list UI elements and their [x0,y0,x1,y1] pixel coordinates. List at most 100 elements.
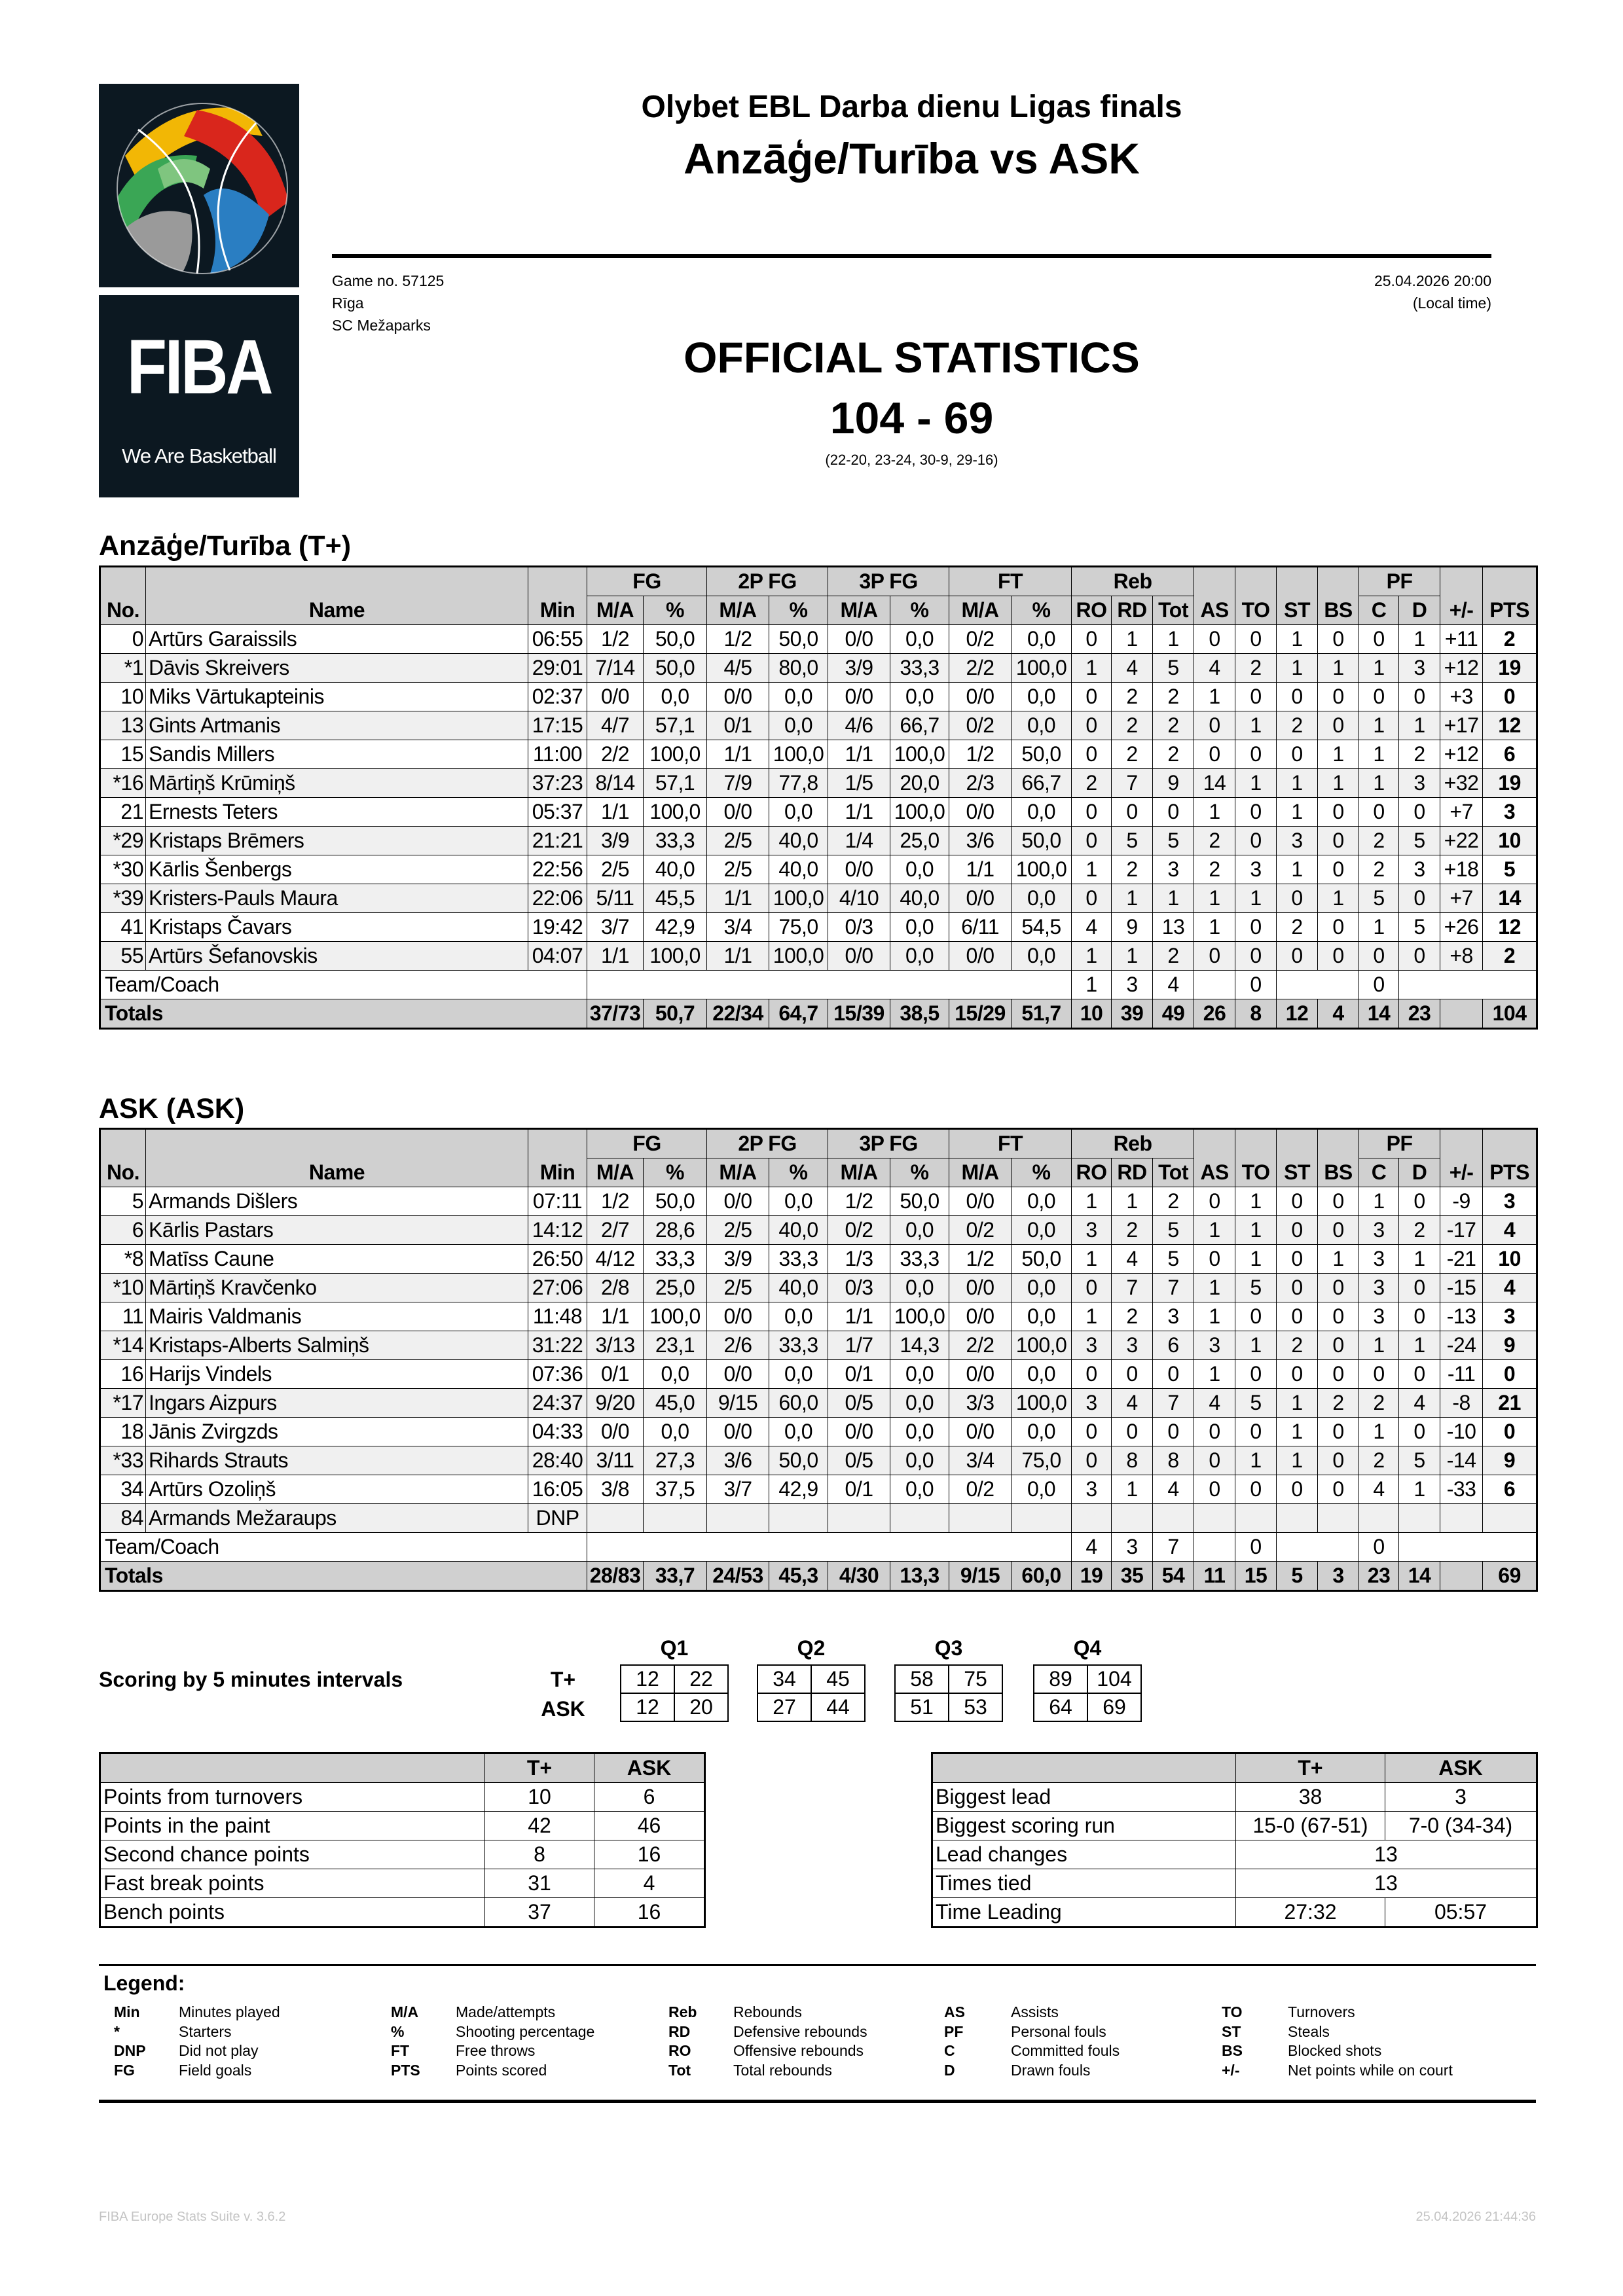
cell-pf-c: 3 [1359,1215,1400,1245]
group-header-pf: PF [1359,1128,1441,1158]
cell-as [1194,1503,1236,1533]
cell-pf-d: 5 [1398,826,1441,855]
cell-fg-ma: 1/1 [587,941,644,971]
cell-bs: 0 [1317,624,1360,654]
cell-fg-ma: 1/2 [587,1187,644,1216]
cell-pf-c: 2 [1359,855,1400,884]
cell-fg-pct: 37,5 [643,1475,707,1504]
cell-2p-pct: 40,0 [768,855,829,884]
cell-3p-pct: 40,0 [890,884,950,913]
final-score: 104 - 69 [830,393,994,443]
cell-ft-ma: 0/0 [949,1417,1012,1446]
cell-3p-ma: 0/2 [828,1215,891,1245]
cell-to: 1 [1235,1244,1277,1274]
cell-ro: 3 [1071,1331,1112,1360]
empty-cell [1398,1532,1538,1562]
stats-row: Time Leading 27:32 05:57 [932,1897,1537,1928]
cell-tot: 5 [1152,1215,1195,1245]
cell-ft-ma: 3/3 [949,1388,1012,1418]
cell-ft-pct: 0,0 [1011,1417,1072,1446]
cell-to: 0 [1235,1417,1277,1446]
cell-rd: 3 [1111,970,1154,999]
cell-name: Jānis Zvirgzds [145,1417,528,1446]
cell-fg-ma: 2/2 [587,740,644,769]
interval-score: 34 [757,1664,812,1694]
cell-ft-pct: 0,0 [1011,797,1072,827]
cell-name: Ernests Teters [145,797,528,827]
group-header-reb: Reb [1071,1128,1195,1158]
cell-min: 24:37 [528,1388,587,1418]
player-row: 5 Armands Dišlers 07:11 1/2 50,0 0/0 0,0 1/2 50,… [100,1187,1538,1216]
total-2p-ma: 22/34 [706,999,769,1029]
team-coach-row: Team/Coach 4 3 7 0 0 [100,1532,1538,1562]
cell-plus-minus: -13 [1440,1302,1484,1331]
cell-ft-ma: 0/2 [949,1475,1012,1504]
cell-st: 1 [1276,1446,1319,1475]
totals-label: Totals [100,999,587,1029]
total-bs: 3 [1317,1561,1360,1591]
cell-3p-pct: 14,3 [890,1331,950,1360]
cell-ft-pct: 0,0 [1011,1215,1072,1245]
competition-title: Olybet EBL Darba dienu Ligas finals [641,90,1182,124]
cell-pf-d: 0 [1398,1187,1441,1216]
cell-pts: 19 [1482,768,1538,798]
cell-bs: 0 [1317,1417,1360,1446]
player-row: 41 Kristaps Čavars 19:42 3/7 42,9 3/4 75,0 0/3 0… [100,912,1538,942]
cell-st: 1 [1276,768,1319,798]
cell-3p-ma: 1/1 [828,797,891,827]
cell-to: 0 [1235,797,1277,827]
cell-bs: 1 [1317,1244,1360,1274]
cell-bs: 0 [1317,797,1360,827]
cell-plus-minus [1440,1503,1484,1533]
total-plus-minus [1440,1561,1484,1591]
interval-score: 58 [894,1664,949,1694]
cell-2p-ma: 0/0 [706,1359,769,1389]
legend-abbr: AS [944,2003,965,2020]
cell-ro: 1 [1071,1244,1112,1274]
cell-tot [1152,1503,1195,1533]
col-header-fg-pct: % [643,596,707,625]
cell-no: *33 [100,1446,146,1475]
stats-row: Second chance points 8 16 [100,1840,705,1869]
total-tot: 49 [1152,999,1195,1029]
cell-pts: 3 [1482,1187,1538,1216]
cell-st: 0 [1276,682,1319,711]
quarter-score-row: 64 69 [1033,1693,1142,1722]
cell-2p-pct: 0,0 [768,1187,829,1216]
totals-label: Totals [100,1561,587,1591]
cell-bs: 0 [1317,1302,1360,1331]
cell-st: 1 [1276,855,1319,884]
cell-ft-pct: 50,0 [1011,1244,1072,1274]
cell-2p-ma: 3/7 [706,1475,769,1504]
cell-ro: 3 [1071,1388,1112,1418]
cell-ro: 0 [1071,711,1112,740]
cell-bs: 0 [1317,711,1360,740]
stats-value-shared: 13 [1235,1869,1537,1898]
cell-st: 0 [1276,1359,1319,1389]
cell-2p-pct: 33,3 [768,1331,829,1360]
cell-ft-ma [949,1503,1012,1533]
col-header-min: Min [528,1128,587,1187]
cell-st: 0 [1276,884,1319,913]
player-row: 13 Gints Artmanis 17:15 4/7 57,1 0/1 0,0 4/6 66,… [100,711,1538,740]
cell-ft-ma: 0/2 [949,624,1012,654]
legend-abbr: RD [668,2022,691,2040]
cell-min: 06:55 [528,624,587,654]
cell-pts: 0 [1482,1359,1538,1389]
cell-3p-ma: 0/0 [828,624,891,654]
cell-2p-pct: 100,0 [768,740,829,769]
col-header-no: No. [100,566,146,625]
cell-name: Armands Dišlers [145,1187,528,1216]
stats-row: Points from turnovers 10 6 [100,1782,705,1812]
cell-no: 11 [100,1302,146,1331]
cell-ft-pct: 0,0 [1011,624,1072,654]
cell-pf-c: 0 [1359,1532,1400,1562]
cell-tot: 0 [1152,797,1195,827]
cell-pf-c: 5 [1359,884,1400,913]
cell-name: Kārlis Šenbergs [145,855,528,884]
stats-value-home: 38 [1235,1782,1385,1812]
col-header-pf-d: D [1398,1158,1441,1187]
cell-2p-ma: 1/1 [706,740,769,769]
player-row: 15 Sandis Millers 11:00 2/2 100,0 1/1 100,0 1/1… [100,740,1538,769]
legend-abbr: DNP [114,2042,146,2059]
